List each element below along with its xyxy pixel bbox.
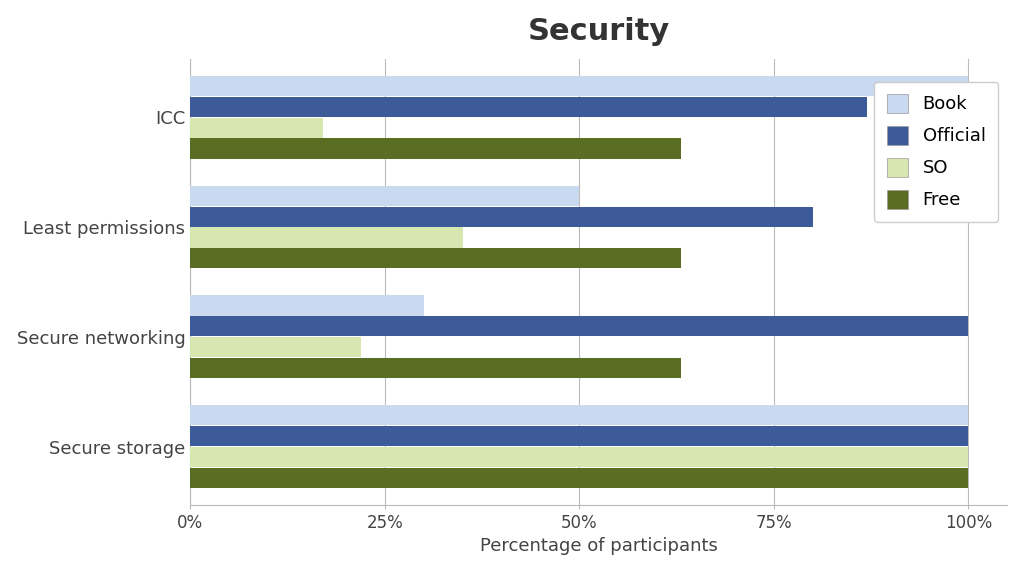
Bar — [190, 447, 969, 467]
X-axis label: Percentage of participants: Percentage of participants — [480, 537, 718, 555]
Bar — [190, 426, 969, 446]
Bar — [190, 295, 424, 316]
Bar — [190, 358, 681, 378]
Bar — [190, 76, 969, 96]
Bar — [190, 337, 361, 358]
Bar — [190, 206, 813, 227]
Bar — [190, 248, 681, 268]
Bar — [190, 118, 323, 138]
Bar — [190, 227, 463, 248]
Bar — [190, 316, 969, 336]
Legend: Book, Official, SO, Free: Book, Official, SO, Free — [873, 81, 998, 222]
Bar — [190, 97, 867, 117]
Bar — [190, 468, 969, 488]
Bar — [190, 186, 580, 206]
Bar — [190, 138, 681, 158]
Title: Security: Security — [527, 17, 670, 46]
Bar — [190, 405, 969, 426]
